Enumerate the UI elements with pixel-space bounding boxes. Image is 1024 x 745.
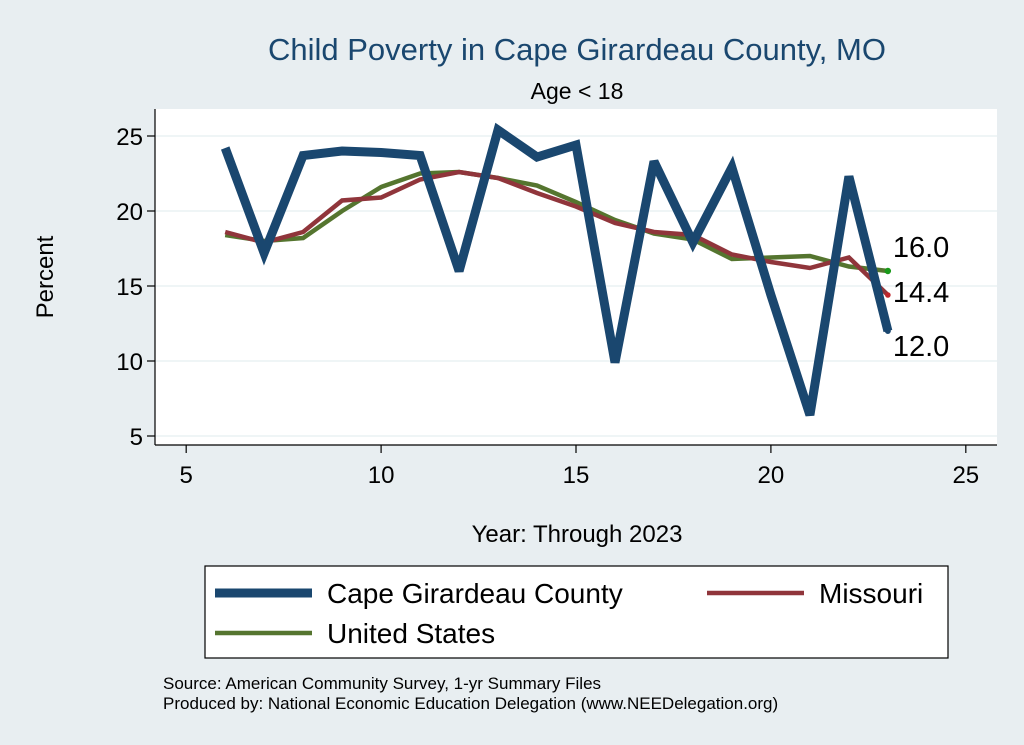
chart-subtitle: Age < 18 [531,78,624,104]
y-tick-label-20: 20 [116,199,143,226]
x-tick-label-5: 5 [180,462,193,489]
axes: 5 10 15 20 25 5 10 15 20 25 [116,109,997,489]
end-marker-united-states [884,267,892,275]
source-note: Source: American Community Survey, 1-yr … [163,674,601,693]
y-tick-label-25: 25 [116,124,143,151]
series-line-missouri [224,169,890,297]
chart-title: Child Poverty in Cape Girardeau County, … [268,32,886,67]
end-marker-cape-girardeau [884,328,891,334]
legend-label-united-states: United States [327,618,495,649]
legend-label-cape-girardeau: Cape Girardeau County [327,578,623,609]
x-tick-label-20: 20 [758,462,785,489]
x-axis-title: Year: Through 2023 [472,521,683,548]
series-layer [220,122,893,417]
end-label-1: 14.4 [893,277,949,309]
end-label-0: 16.0 [893,232,949,264]
x-tick-label-25: 25 [952,462,979,489]
end-label-2: 12.0 [893,331,949,363]
series-line-cape-girardeau-county [220,122,893,417]
legend-box [204,565,949,659]
end-marker-missouri [885,292,891,298]
legend-label-missouri: Missouri [819,578,923,609]
y-tick-label-10: 10 [116,349,143,376]
y-axis-title: Percent [32,235,59,318]
x-tick-label-10: 10 [368,462,395,489]
produced-by-note: Produced by: National Economic Education… [163,694,778,713]
y-tick-label-5: 5 [130,424,143,451]
series-line-united-states [224,169,889,274]
legend: Cape Girardeau County Missouri United St… [204,565,949,659]
x-tick-label-15: 15 [563,462,590,489]
grid [155,135,997,437]
y-tick-label-15: 15 [116,274,143,301]
end-labels: 16.0 14.4 12.0 [893,232,949,363]
